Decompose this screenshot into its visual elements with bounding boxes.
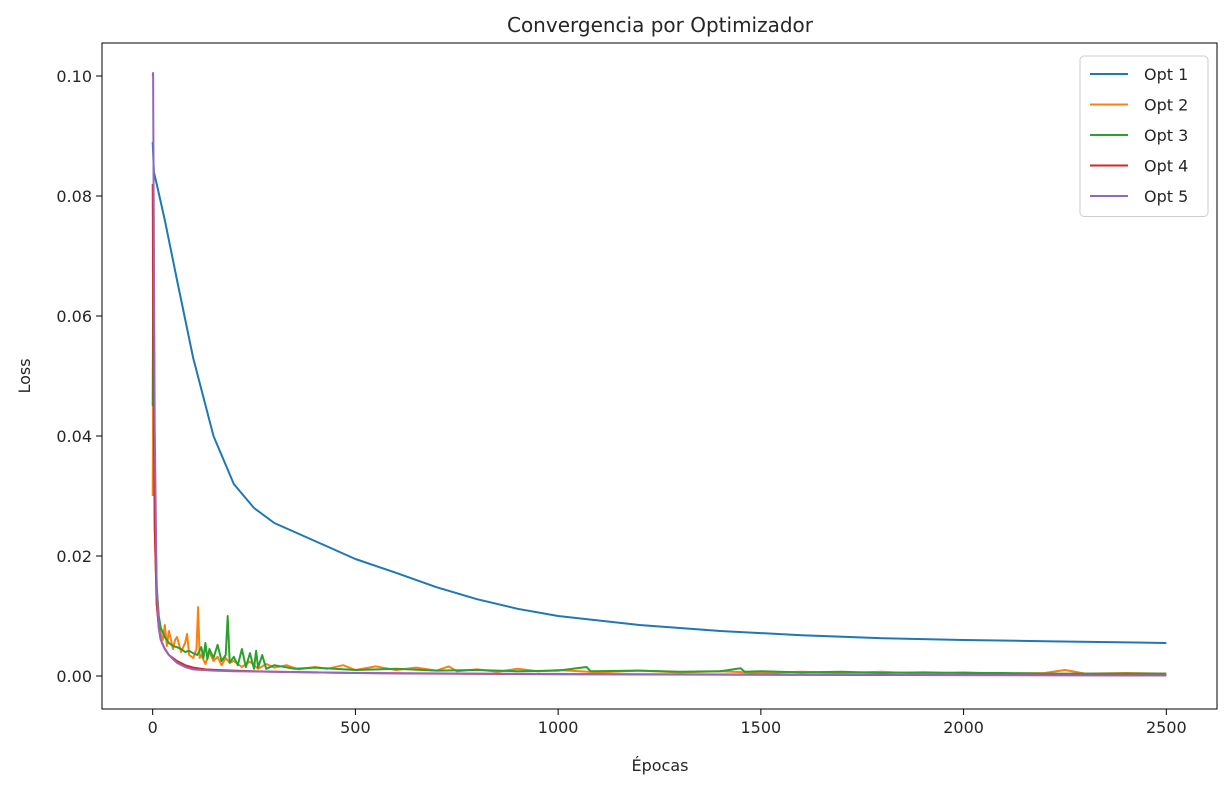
x-tick-label: 1500	[741, 718, 782, 737]
y-tick-label: 0.10	[56, 67, 92, 86]
x-tick-label: 2500	[1146, 718, 1187, 737]
chart-title: Convergencia por Optimizador	[507, 13, 814, 37]
legend-label: Opt 4	[1144, 157, 1188, 176]
y-tick-label: 0.04	[56, 427, 92, 446]
y-axis: 0.00 0.02 0.04 0.06 0.08 0.10	[56, 67, 102, 686]
series-line-5	[151, 72, 1167, 677]
legend-label: Opt 3	[1144, 126, 1188, 145]
series-line-3	[151, 195, 1167, 675]
x-tick-label: 1000	[538, 718, 579, 737]
y-tick-label: 0.08	[56, 187, 92, 206]
y-axis-title: Loss	[15, 358, 34, 393]
legend: Opt 1 Opt 2 Opt 3 Opt 4 Opt 5	[1079, 55, 1209, 217]
legend-box	[1079, 55, 1209, 217]
plot-frame	[101, 42, 1218, 710]
legend-label: Opt 5	[1144, 187, 1188, 206]
y-tick-label: 0.06	[56, 307, 92, 326]
x-tick-label: 0	[148, 718, 158, 737]
series-line-2	[151, 315, 1167, 675]
legend-label: Opt 1	[1144, 65, 1188, 84]
x-tick-label: 500	[340, 718, 371, 737]
y-tick-label: 0.00	[56, 667, 92, 686]
x-axis-title: Épocas	[632, 756, 689, 775]
x-tick-label: 2000	[943, 718, 984, 737]
y-tick-label: 0.02	[56, 547, 92, 566]
x-axis: 0 500 1000 1500 2000 2500	[148, 709, 1187, 737]
legend-label: Opt 2	[1144, 96, 1188, 115]
series-layer	[151, 72, 1167, 677]
series-line-1	[151, 141, 1167, 644]
